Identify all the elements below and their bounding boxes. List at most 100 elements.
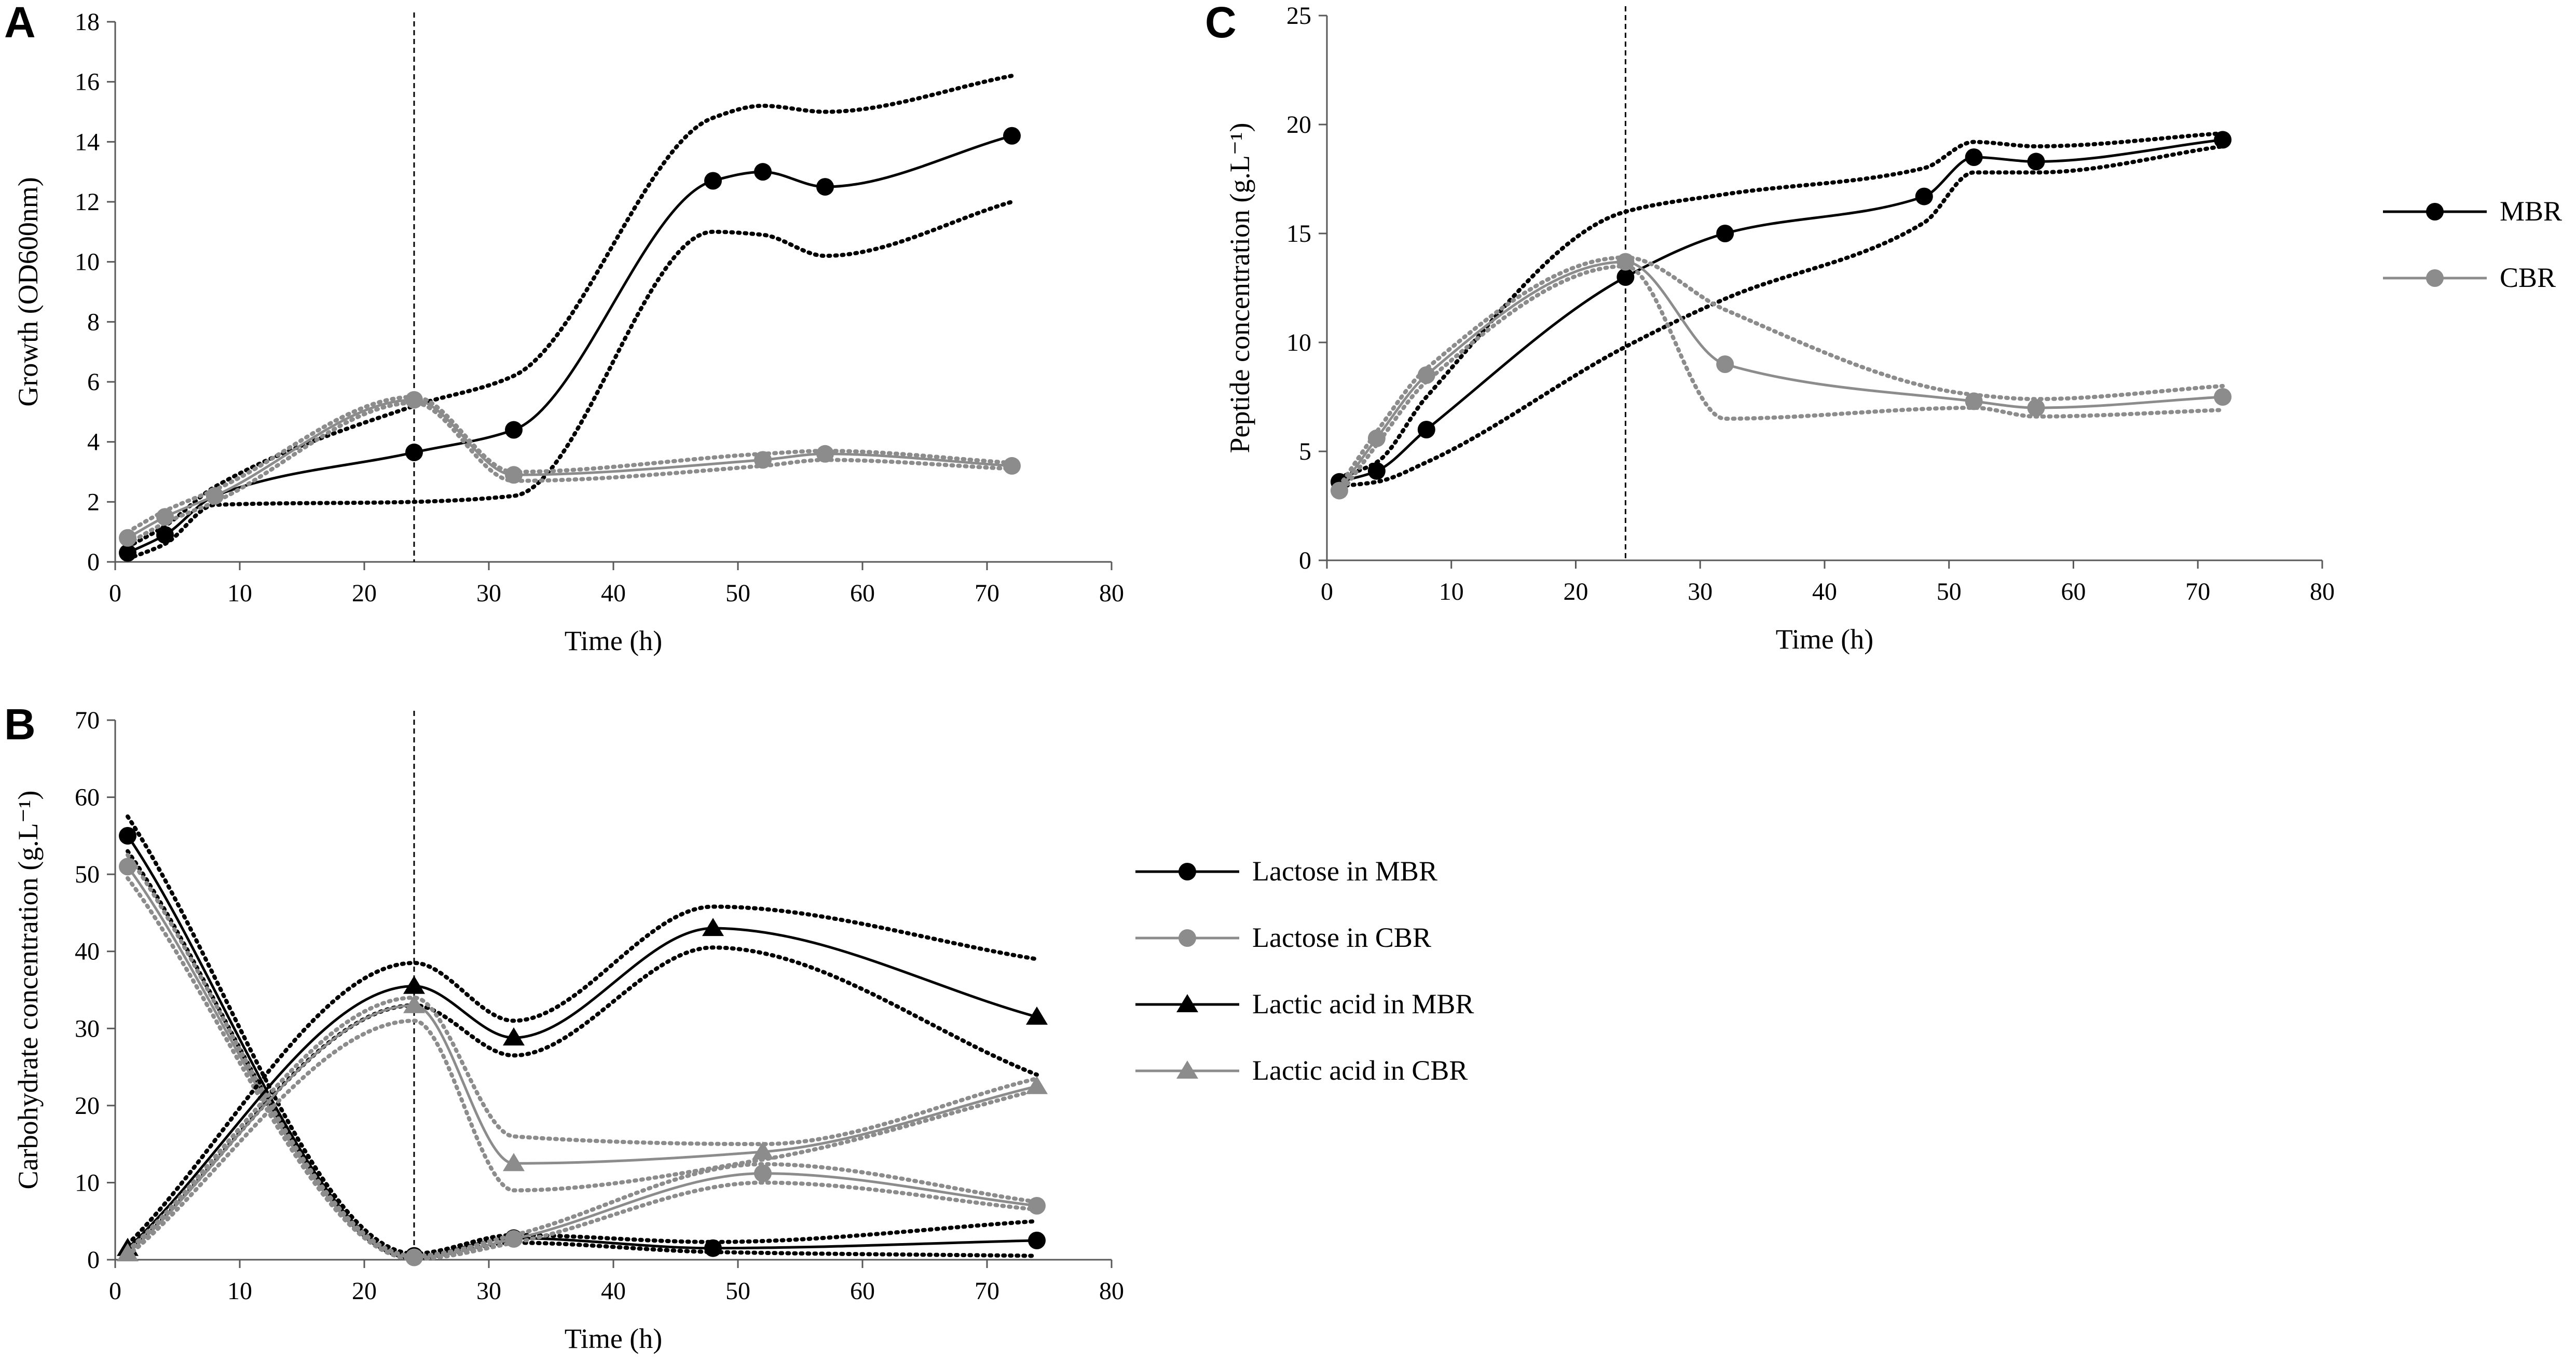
- panel-b-series-lactic-acid-in-cbr: [117, 995, 1048, 1262]
- panel-c-legend-marker: [2426, 203, 2444, 221]
- panel-b-lactic-acid-in-cbr-point: [1026, 1076, 1048, 1094]
- panel-a-mbr-point: [704, 172, 722, 190]
- panel-b-legend-entry: Lactic acid in CBR: [1135, 1055, 1468, 1086]
- panel-b-lactic-acid-in-mbr-point: [1026, 1007, 1048, 1025]
- panel-b-lactic-acid-in-cbr-point: [752, 1141, 774, 1160]
- panel-c-mbr-lower-bound: [1337, 144, 2225, 489]
- panel-a-cbr-point: [505, 466, 523, 484]
- panel-c-cbr-lower-bound: [1337, 264, 2225, 497]
- panel-a-mbr-point: [156, 526, 174, 544]
- panel-a-y-tick-label: 14: [75, 128, 100, 156]
- panel-a-mbr-point: [816, 178, 834, 196]
- panel-a-cbr-point: [405, 391, 423, 409]
- panel-a-y-tick-label: 18: [75, 8, 100, 36]
- panel-b-chart: 0 10 20 30 40 50 60 70 80 0 10 20 30 40 50 60 70 Time (h)…: [12, 707, 1474, 1354]
- panel-c-x-tick-label: 40: [1812, 578, 1837, 605]
- panel-c-x-tick-label: 30: [1688, 578, 1712, 605]
- panel-c-cbr-point: [1330, 481, 1348, 500]
- panel-c-x-tick-label: 20: [1564, 578, 1588, 605]
- panel-c-mbr-point: [1716, 225, 1734, 242]
- panel-b-lactose-in-mbr-point: [1028, 1231, 1046, 1249]
- panel-b-lactic-acid-in-mbr-point: [503, 1027, 525, 1046]
- panel-b-x-tick-label: 50: [725, 1277, 750, 1305]
- panel-b-lactose-in-cbr-point: [505, 1230, 523, 1248]
- panel-a-x-tick-label: 10: [227, 580, 252, 607]
- panel-c-legend-entry: CBR: [2383, 262, 2556, 293]
- panel-a-mbr-point: [505, 421, 523, 439]
- panel-b-y-tick-label: 50: [75, 861, 100, 888]
- panel-a-x-tick-label: 60: [850, 580, 875, 607]
- panel-c-y-tick-label: 10: [1286, 329, 1311, 356]
- panel-c-mbr-point: [2214, 131, 2232, 149]
- panel-c-y-axis-label: Peptide concentration (g.L⁻¹): [1224, 123, 1255, 453]
- panel-b-legend-label: Lactic acid in CBR: [1252, 1055, 1468, 1086]
- panel-c-legend-marker: [2426, 269, 2444, 287]
- panel-b-lactic-acid-in-cbr-point: [117, 1243, 139, 1262]
- panel-c-x-tick-label: 80: [2310, 578, 2335, 605]
- panel-a-x-tick-label: 20: [352, 580, 377, 607]
- panel-c-mbr-point: [1417, 421, 1435, 438]
- panel-a-cbr-point: [754, 451, 772, 469]
- panel-b-lactic-acid-in-cbr-upper-bound: [126, 995, 1039, 1253]
- panel-c-y-tick-label: 0: [1299, 547, 1311, 574]
- panel-c-mbr-upper-bound: [1337, 131, 2225, 480]
- panel-a-y-tick-label: 8: [87, 308, 100, 336]
- panel-a-cbr-point: [816, 445, 834, 463]
- panel-b-y-tick-label: 40: [75, 938, 100, 966]
- panel-a-y-tick-label: 2: [87, 488, 100, 516]
- panel-c-series-mbr: [1330, 131, 2232, 491]
- panel-c-cbr-point: [1616, 253, 1635, 271]
- panel-b-x-tick-label: 0: [109, 1277, 121, 1305]
- panel-b-y-axis-label: Carbohydrate concentration (g.L⁻¹): [12, 791, 44, 1190]
- panel-c-legend-label: CBR: [2500, 262, 2556, 293]
- panel-c-x-tick-label: 70: [2185, 578, 2210, 605]
- panel-c-series-cbr: [1330, 253, 2232, 500]
- panel-a-x-tick-label: 50: [725, 580, 750, 607]
- panel-a-y-axis-label: Growth (OD600nm): [12, 177, 44, 406]
- panel-b-legend-label: Lactose in MBR: [1252, 856, 1437, 887]
- panel-c-x-axis-label: Time (h): [1776, 624, 1874, 655]
- panel-c-mbr-point: [1367, 462, 1386, 480]
- panel-b-x-axis-label: Time (h): [565, 1323, 663, 1354]
- panel-b-y-tick-label: 20: [75, 1092, 100, 1120]
- panel-a-x-tick-label: 70: [975, 580, 999, 607]
- panel-b-legend-entry: Lactose in CBR: [1135, 922, 1431, 953]
- panel-label-b: B: [4, 700, 36, 749]
- panel-label-a: A: [4, 0, 36, 47]
- panel-c-cbr-point: [1367, 429, 1386, 447]
- panel-c-mbr-point: [1965, 148, 1983, 166]
- panel-a-cbr-upper-bound: [126, 394, 1014, 534]
- panel-a-y-tick-label: 6: [87, 368, 100, 396]
- panel-b-x-tick-label: 30: [476, 1277, 501, 1305]
- panel-b-lactic-acid-in-cbr-point: [403, 995, 425, 1013]
- panel-b-lactic-acid-in-mbr-point: [403, 975, 425, 994]
- panel-b-legend-marker: [1176, 994, 1198, 1012]
- panel-a-x-tick-label: 0: [109, 580, 121, 607]
- panel-a-y-tick-label: 4: [87, 429, 100, 456]
- panel-a-y-tick-label: 10: [75, 249, 100, 276]
- panel-b-legend-marker: [1179, 863, 1196, 880]
- panel-b-lactic-acid-in-mbr-line: [127, 927, 1037, 1249]
- panel-c-chart: 0 10 20 30 40 50 60 70 80 0 5 10 15 20 25 Time (h) Pepti…: [1224, 2, 2562, 655]
- panel-c-x-tick-label: 60: [2061, 578, 2086, 605]
- panel-a-cbr-point: [206, 487, 224, 505]
- panel-b-lactose-in-mbr-point: [704, 1239, 722, 1257]
- panel-b-y-tick-label: 10: [75, 1169, 100, 1196]
- panel-c-x-tick-label: 10: [1439, 578, 1464, 605]
- panel-a-y-tick-label: 12: [75, 188, 100, 216]
- panel-c-y-tick-label: 5: [1299, 438, 1311, 465]
- panel-a-y-tick-label: 0: [87, 548, 100, 576]
- panel-b-x-tick-label: 20: [352, 1277, 377, 1305]
- panel-c-mbr-point: [1616, 268, 1635, 286]
- panel-c-cbr-point: [1965, 392, 1983, 410]
- panel-a-mbr-point: [119, 544, 136, 562]
- panel-a-series-cbr: [119, 391, 1021, 547]
- panel-b-y-tick-label: 60: [75, 784, 100, 811]
- panel-b-lactic-acid-in-mbr-point: [702, 918, 724, 936]
- panel-b-lactose-in-cbr-point: [119, 858, 136, 876]
- panel-c-legend-label: MBR: [2500, 196, 2562, 227]
- panel-a-x-axis-label: Time (h): [565, 625, 663, 656]
- panel-b-lactose-in-cbr-point: [405, 1248, 423, 1266]
